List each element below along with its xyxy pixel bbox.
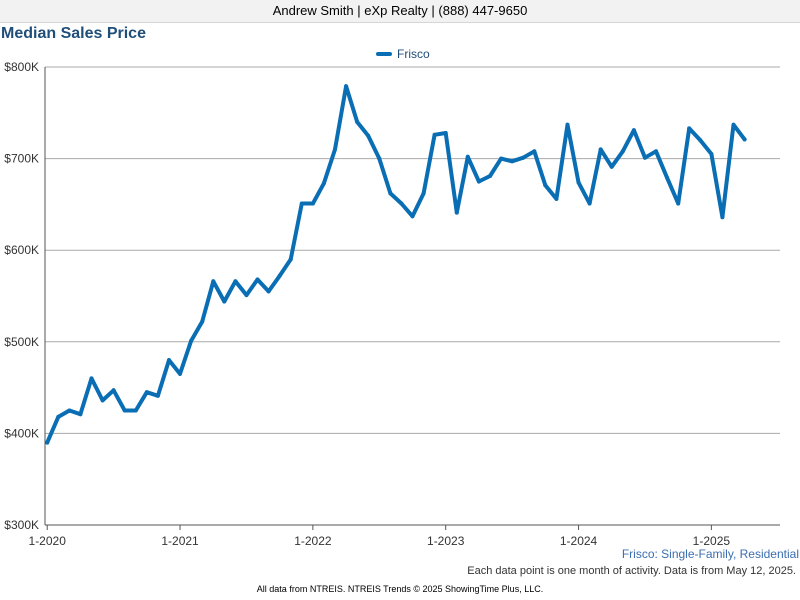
data-point [133, 408, 138, 413]
data-point [620, 149, 625, 154]
series-line-frisco [45, 84, 747, 445]
data-point [266, 289, 271, 294]
footer-attribution: All data from NTREIS. NTREIS Trends © 20… [256, 584, 544, 594]
data-point [687, 126, 692, 131]
data-point [421, 191, 426, 196]
legend-swatch-frisco [376, 52, 392, 56]
x-tick-label: 1-2025 [693, 534, 731, 548]
data-point [100, 398, 105, 403]
data-point [89, 376, 94, 381]
data-point [698, 138, 703, 143]
data-point [598, 147, 603, 152]
data-point [167, 358, 171, 363]
data-point [499, 156, 504, 161]
data-point [111, 388, 116, 393]
data-point [178, 371, 182, 376]
data-point [222, 299, 227, 304]
y-tick-label: $700K [4, 152, 39, 166]
chart-caption: Frisco: Single-Family, Residential [621, 547, 799, 561]
data-point [465, 154, 470, 159]
agent-header: Andrew Smith | eXp Realty | (888) 447-96… [0, 0, 800, 23]
data-point [731, 122, 736, 127]
data-point [200, 319, 205, 324]
data-point [344, 84, 349, 89]
data-point [631, 128, 636, 133]
legend-label-frisco: Frisco [397, 47, 430, 61]
data-point [454, 210, 459, 215]
data-point [377, 156, 382, 161]
data-point [333, 147, 337, 152]
data-point [742, 137, 747, 142]
data-point [521, 155, 526, 160]
data-point [432, 132, 437, 137]
data-point [211, 279, 216, 284]
data-point [310, 201, 315, 206]
data-point [189, 338, 194, 343]
data-point [244, 293, 249, 298]
data-point [609, 164, 614, 169]
data-point [665, 175, 670, 180]
y-tick-label: $600K [4, 243, 39, 257]
chart-title: Median Sales Price [1, 25, 146, 42]
x-tick-label: 1-2021 [161, 534, 199, 548]
data-point [45, 440, 50, 445]
data-point [56, 414, 61, 419]
data-point [233, 279, 238, 284]
x-tick-label: 1-2022 [294, 534, 332, 548]
data-point [654, 149, 658, 154]
data-point [643, 155, 647, 160]
data-point [676, 201, 681, 206]
data-point [155, 393, 160, 398]
data-point [720, 215, 725, 220]
data-point [321, 181, 326, 186]
x-tick-label: 1-2024 [560, 534, 598, 548]
data-point [543, 183, 548, 188]
data-point [476, 179, 481, 184]
data-point [366, 133, 371, 138]
data-point [388, 191, 393, 196]
y-tick-label: $800K [4, 60, 39, 74]
x-tick-label: 1-2023 [427, 534, 465, 548]
data-point [565, 122, 570, 127]
data-point [78, 412, 83, 417]
data-point [144, 390, 149, 395]
y-tick-label: $300K [4, 518, 39, 532]
data-point [443, 131, 448, 135]
data-point [355, 120, 360, 124]
data-point [410, 214, 415, 219]
data-point [488, 174, 492, 178]
data-point [255, 277, 260, 282]
legend: Frisco [376, 46, 430, 62]
data-point [288, 257, 293, 262]
x-tick-label: 1-2020 [29, 534, 67, 548]
y-tick-label: $400K [4, 426, 39, 440]
data-point [122, 408, 127, 413]
data-point [67, 408, 72, 413]
data-point [299, 201, 304, 206]
data-point [587, 201, 592, 206]
y-tick-label: $500K [4, 335, 39, 349]
data-point [510, 159, 515, 164]
data-point [532, 149, 537, 154]
data-point [576, 180, 581, 185]
data-point [709, 152, 714, 156]
data-point [277, 273, 282, 278]
data-point [399, 201, 404, 206]
data-note: Each data point is one month of activity… [467, 565, 796, 577]
data-point [554, 196, 559, 201]
